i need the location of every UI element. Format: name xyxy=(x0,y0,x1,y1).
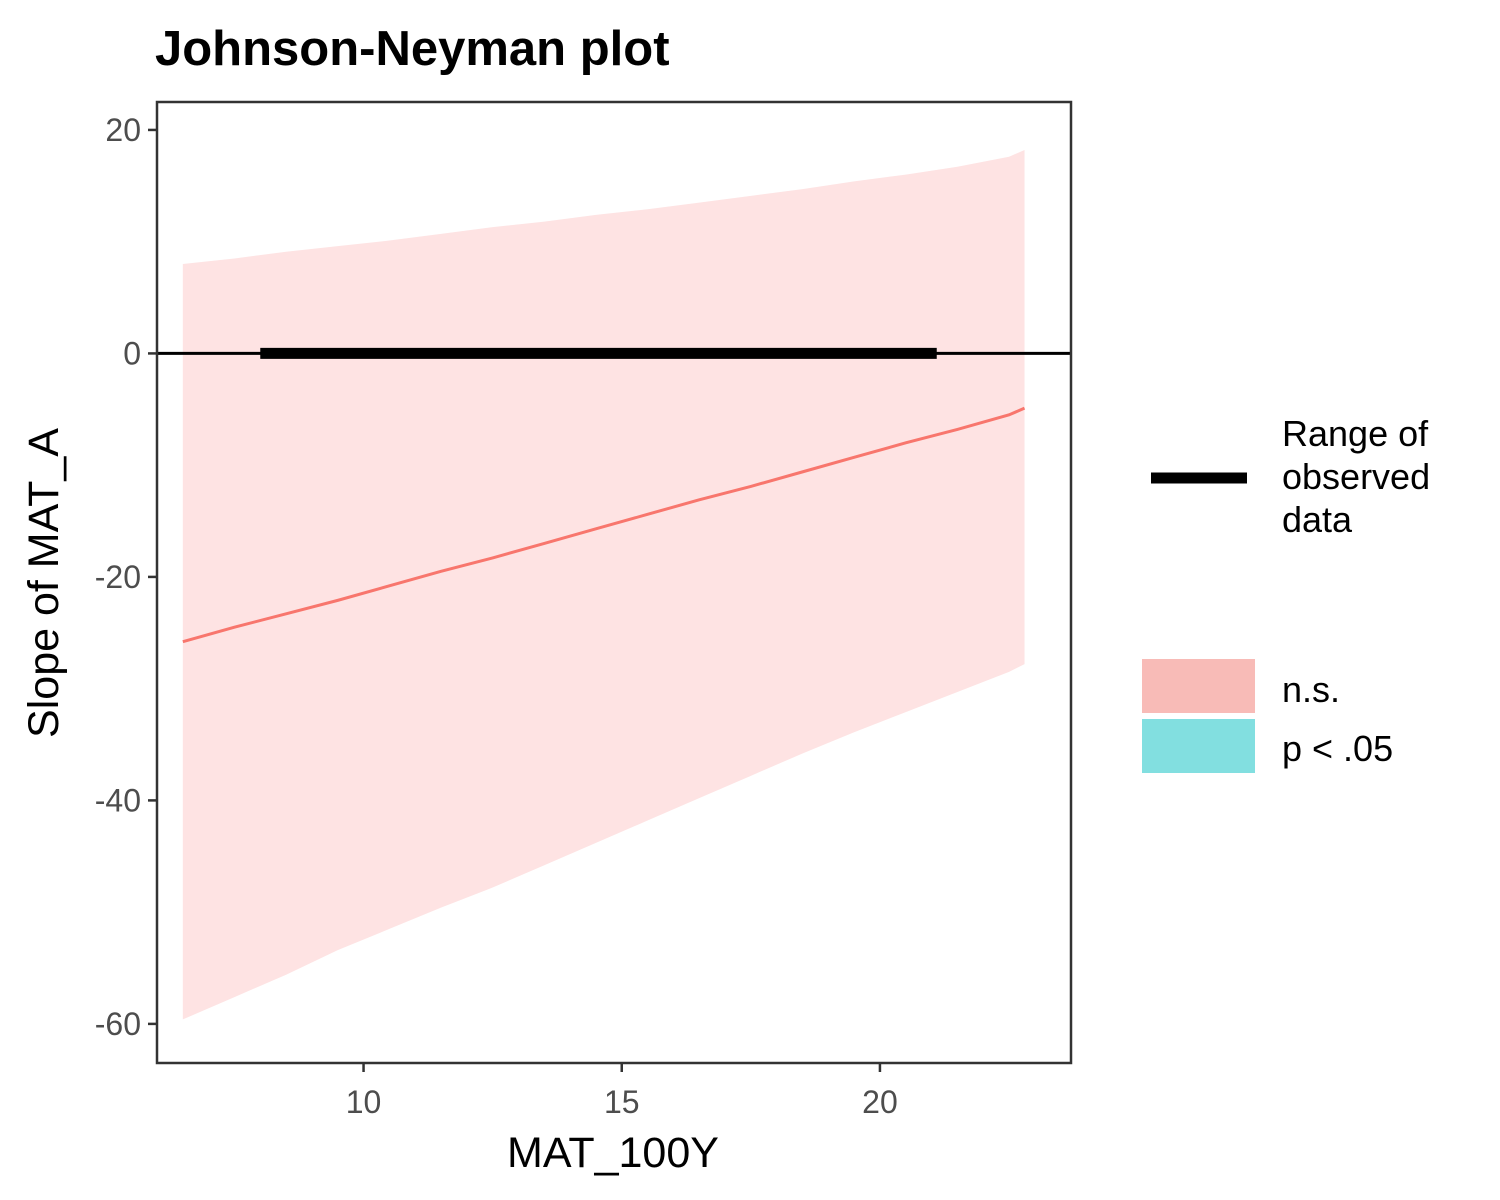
legend-ns-swatch xyxy=(1142,659,1255,713)
plot-area xyxy=(157,150,1071,1020)
x-axis-title: MAT_100Y xyxy=(507,1129,719,1177)
y-tick-label: -60 xyxy=(95,1006,141,1042)
axes: 10 15 20 20 0 -20 -40 -60 xyxy=(95,100,1073,1120)
legend: Range of observed data n.s. p < .05 xyxy=(1142,413,1430,773)
legend-ns-label: n.s. xyxy=(1282,669,1340,710)
legend-sig-label: p < .05 xyxy=(1282,728,1393,769)
y-tick-label: 0 xyxy=(123,335,141,371)
legend-sig-swatch xyxy=(1142,719,1255,773)
x-tick-label: 15 xyxy=(604,1084,640,1120)
y-tick-label: 20 xyxy=(105,112,141,148)
panel-border xyxy=(155,100,1073,1065)
x-tick-label: 20 xyxy=(862,1084,898,1120)
y-axis-title: Slope of MAT_A xyxy=(20,428,68,738)
y-tick-label: -20 xyxy=(95,559,141,595)
confidence-band-0 xyxy=(182,150,1025,1020)
x-tick-label: 10 xyxy=(346,1084,382,1120)
slope-line-0 xyxy=(182,406,1026,644)
y-tick-label: -40 xyxy=(95,782,141,818)
legend-observed-label: Range of observed data xyxy=(1282,413,1430,540)
chart-title: Johnson-Neyman plot xyxy=(155,22,670,76)
